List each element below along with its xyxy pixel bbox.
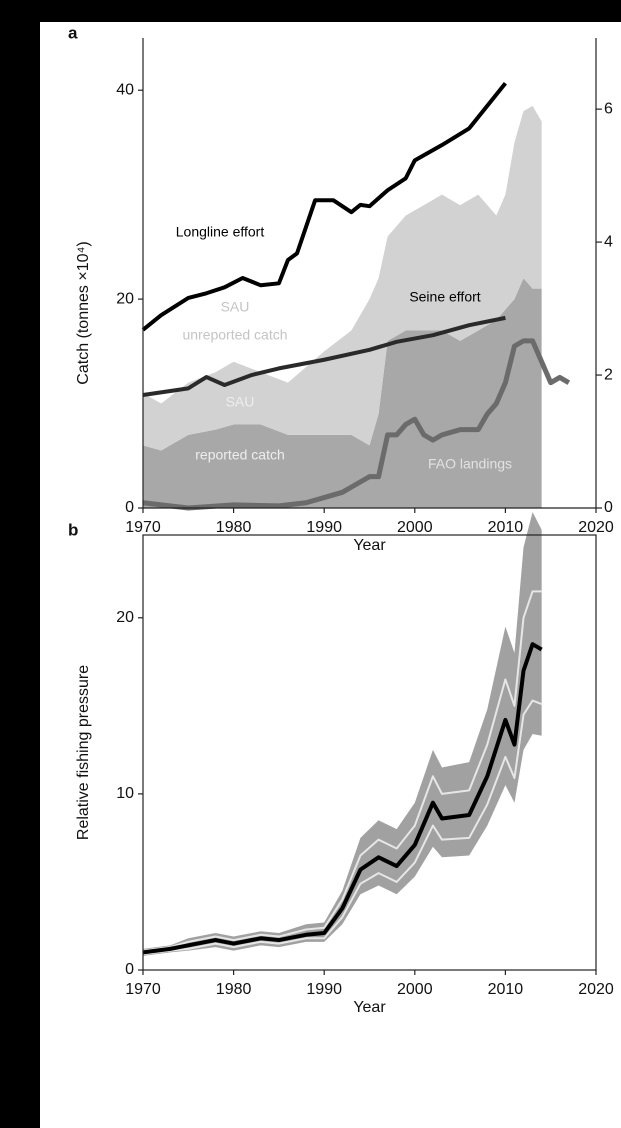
y2-tick-label: 6: [604, 100, 613, 117]
series-label: SAU: [221, 299, 250, 315]
x-tick-label: 2020: [578, 981, 614, 998]
y-axis-label: Relative fishing pressure: [75, 665, 92, 840]
x-tick-label: 1990: [306, 981, 342, 998]
y-tick-label: 20: [116, 609, 134, 626]
band: [143, 512, 542, 956]
series-label: SAU: [226, 394, 255, 410]
series-label: reported catch: [195, 447, 285, 463]
x-tick-label: 1970: [125, 981, 161, 998]
x-tick-label: 2000: [397, 519, 433, 536]
y2-tick-label: 2: [604, 366, 613, 383]
line: [142, 338, 571, 511]
line: [142, 642, 543, 955]
series-label: unreported catch: [182, 327, 287, 343]
area: [143, 278, 542, 508]
x-axis-label: Year: [353, 999, 386, 1016]
x-tick-label: 1990: [306, 519, 342, 536]
y-tick-label: 10: [116, 785, 134, 802]
x-tick-label: 2000: [397, 981, 433, 998]
x-tick-label: 1970: [125, 519, 161, 536]
x-tick-label: 2010: [488, 519, 524, 536]
x-axis-label: Year: [353, 537, 386, 554]
panel-label: a: [68, 23, 78, 42]
line: [142, 315, 506, 397]
y-tick-label: 40: [116, 81, 134, 98]
y-axis-label: Catch (tonnes ×10⁴): [75, 241, 92, 384]
y-tick-label: 20: [116, 290, 134, 307]
x-tick-label: 2020: [578, 519, 614, 536]
x-tick-label: 2010: [488, 981, 524, 998]
series-label: Longline effort: [176, 224, 265, 240]
y2-tick-label: 4: [604, 233, 613, 250]
y2-tick-label: 0: [604, 499, 613, 516]
line: [141, 81, 507, 332]
line: [142, 699, 543, 956]
plot-frame: [142, 534, 597, 971]
x-tick-label: 1980: [216, 519, 252, 536]
x-tick-label: 1980: [216, 981, 252, 998]
series-label: FAO landings: [428, 456, 512, 472]
series-label: Seine effort: [409, 289, 480, 305]
y-tick-label: 0: [125, 499, 134, 516]
line: [142, 590, 542, 952]
y-tick-label: 0: [125, 961, 134, 978]
panel-label: b: [68, 520, 78, 539]
area: [143, 105, 542, 451]
